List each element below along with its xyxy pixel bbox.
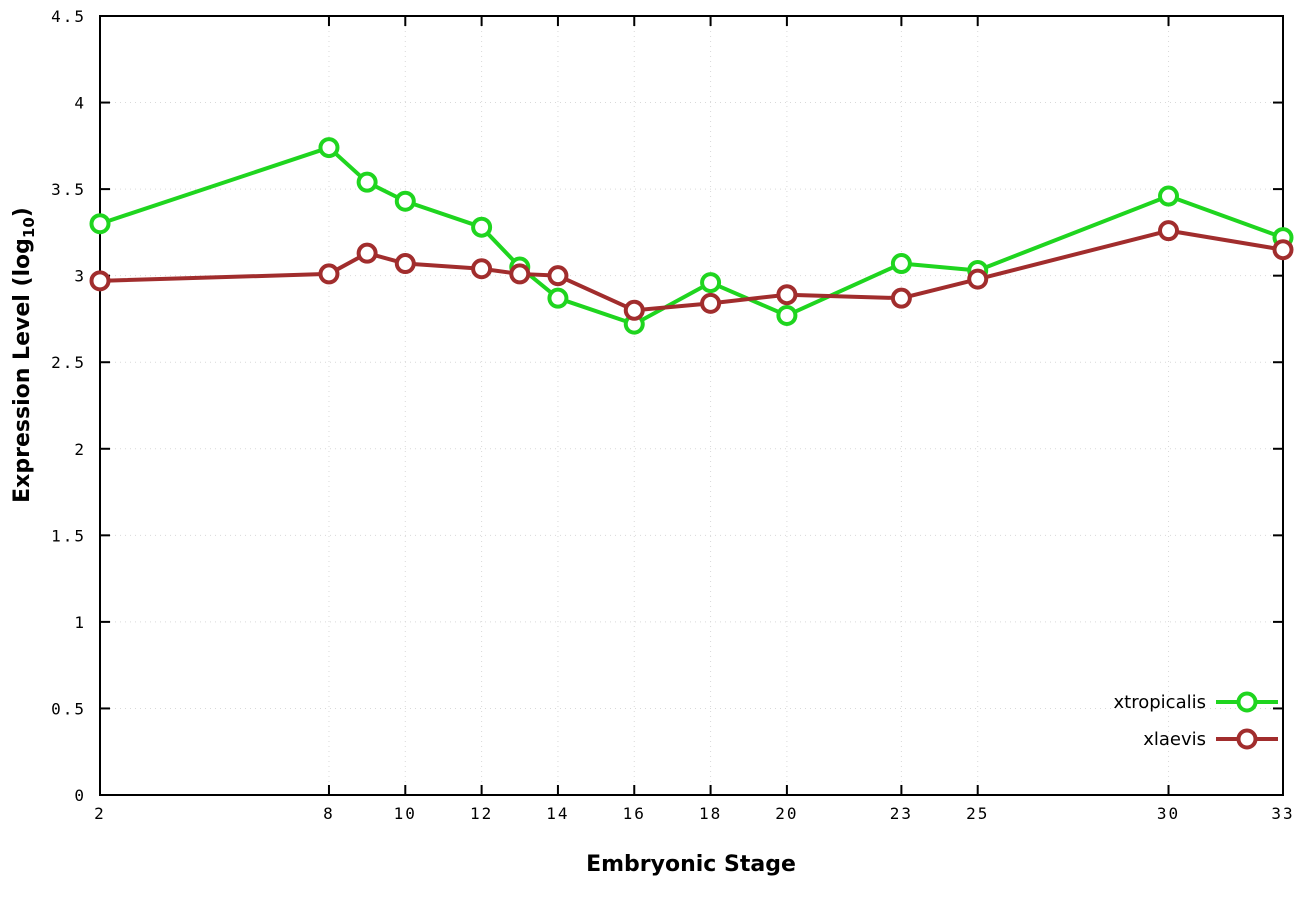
x-tick-label: 30 <box>1157 804 1180 823</box>
x-tick-label: 33 <box>1271 804 1294 823</box>
data-point-xtropicalis <box>356 171 378 193</box>
data-point-xlaevis <box>471 258 493 280</box>
y-tick-label: 2 <box>74 440 86 459</box>
data-point-xlaevis <box>318 263 340 285</box>
x-tick-label: 16 <box>623 804 646 823</box>
legend-sample-marker-xtropicalis <box>1236 691 1258 713</box>
data-point-xlaevis <box>967 268 989 290</box>
x-tick-label: 18 <box>699 804 722 823</box>
legend-label-xlaevis: xlaevis <box>1143 729 1206 750</box>
y-tick-label: 0.5 <box>51 699 86 718</box>
y-tick-label: 3 <box>74 267 86 286</box>
data-point-xlaevis <box>547 265 569 287</box>
x-tick-label: 10 <box>394 804 417 823</box>
x-axis-title: Embryonic Stage <box>586 852 796 877</box>
data-point-xtropicalis <box>471 216 493 238</box>
data-point-xlaevis <box>356 242 378 264</box>
data-point-xlaevis <box>394 253 416 275</box>
data-point-xlaevis <box>1272 239 1294 261</box>
series-line-xtropicalis <box>98 145 1285 327</box>
y-tick-label: 4 <box>74 94 86 113</box>
data-point-xlaevis <box>509 263 531 285</box>
series-line-xlaevis <box>98 228 1285 313</box>
y-tick-label: 3.5 <box>51 180 86 199</box>
legend-sample-marker-xlaevis <box>1236 728 1258 750</box>
x-tick-label: 20 <box>775 804 798 823</box>
data-point-xtropicalis <box>394 190 416 212</box>
data-point-xtropicalis <box>890 253 912 275</box>
y-tick-label: 0 <box>74 786 86 805</box>
y-tick-label: 1 <box>74 613 86 632</box>
data-point-xlaevis <box>700 292 722 314</box>
y-axis-title: Expression Level (log10) <box>10 207 38 503</box>
data-point-xlaevis <box>776 284 798 306</box>
y-tick-label: 2.5 <box>51 353 86 372</box>
data-point-xtropicalis <box>776 304 798 326</box>
y-axis-title-subscript: 10 <box>20 217 39 239</box>
data-point-xtropicalis <box>547 287 569 309</box>
x-tick-label: 2 <box>94 804 106 823</box>
x-tick-label: 12 <box>470 804 493 823</box>
data-point-xtropicalis <box>318 137 340 159</box>
plot-border <box>99 15 1284 796</box>
x-tick-label: 23 <box>890 804 913 823</box>
data-point-xlaevis <box>89 270 111 292</box>
data-point-xtropicalis <box>89 213 111 235</box>
y-axis-title-suffix: ) <box>9 207 35 218</box>
data-point-xlaevis <box>890 287 912 309</box>
data-point-xtropicalis <box>1158 185 1180 207</box>
legend-label-xtropicalis: xtropicalis <box>1114 692 1206 713</box>
data-point-xlaevis <box>1158 220 1180 242</box>
y-axis-title-text: Expression Level (log <box>9 238 35 503</box>
x-tick-label: 8 <box>323 804 335 823</box>
data-point-xtropicalis <box>700 272 722 294</box>
x-tick-label: 14 <box>546 804 569 823</box>
data-point-xlaevis <box>623 299 645 321</box>
y-tick-label: 4.5 <box>51 7 86 26</box>
y-tick-label: 1.5 <box>51 526 86 545</box>
x-tick-label: 25 <box>966 804 989 823</box>
